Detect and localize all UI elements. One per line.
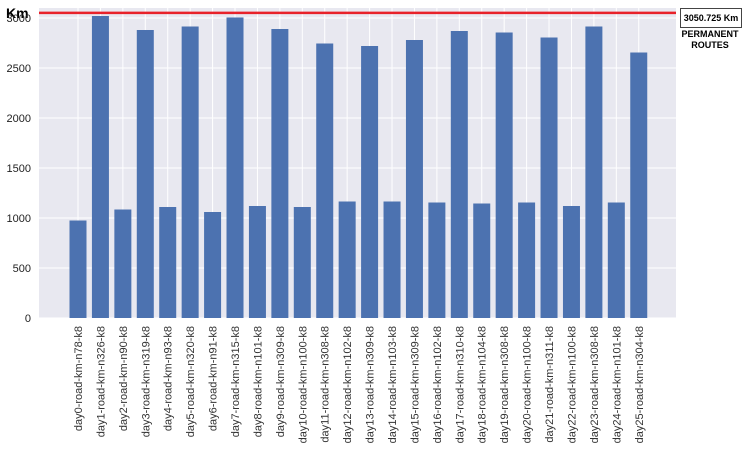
y-tick-label: 500	[13, 263, 31, 275]
x-tick-label: day5-road-km-n320-k8	[185, 326, 197, 437]
x-tick-label: day17-road-km-n310-k8	[454, 326, 466, 443]
bar-day1-road-km-n326-k8	[91, 16, 109, 318]
x-tick-label: day2-road-km-n90-k8	[118, 326, 130, 431]
bar-day4-road-km-n93-k8	[159, 207, 177, 318]
x-tick-label: day21-road-km-n311-k8	[544, 326, 556, 443]
bar-day20-road-km-n100-k8	[518, 202, 536, 318]
x-tick-label: day7-road-km-n315-k8	[230, 326, 242, 437]
y-tick-label: 2000	[7, 113, 31, 125]
y-tick-label: 1000	[7, 213, 31, 225]
x-tick-label: day1-road-km-n326-k8	[95, 326, 107, 437]
plot-background	[39, 8, 676, 318]
bar-day3-road-km-n319-k8	[136, 30, 154, 318]
x-tick-label: day22-road-km-n100-k8	[566, 326, 578, 443]
x-tick-label: day4-road-km-n93-k8	[163, 326, 175, 431]
x-tick-label: day14-road-km-n103-k8	[387, 326, 399, 443]
x-tick-label: day0-road-km-n78-k8	[73, 326, 85, 431]
bar-day9-road-km-n309-k8	[271, 29, 289, 318]
x-tick-label: day20-road-km-n100-k8	[522, 326, 534, 443]
x-tick-label: day18-road-km-n104-k8	[477, 326, 489, 443]
x-tick-label: day16-road-km-n102-k8	[432, 326, 444, 443]
bar-day7-road-km-n315-k8	[226, 17, 244, 318]
bar-day14-road-km-n103-k8	[383, 201, 401, 318]
y-tick-label: 3000	[7, 13, 31, 25]
x-tick-label: day3-road-km-n319-k8	[140, 326, 152, 437]
x-tick-label: day8-road-km-n101-k8	[252, 326, 264, 437]
bar-day23-road-km-n308-k8	[585, 26, 603, 318]
bar-day10-road-km-n100-k8	[293, 207, 311, 318]
bar-day16-road-km-n102-k8	[428, 202, 446, 318]
x-tick-label: day24-road-km-n101-k8	[611, 326, 623, 443]
bar-day15-road-km-n309-k8	[405, 40, 423, 318]
bar-day12-road-km-n102-k8	[338, 201, 356, 318]
bar-day21-road-km-n311-k8	[540, 37, 558, 318]
x-tick-label: day23-road-km-n308-k8	[589, 326, 601, 443]
bar-day13-road-km-n309-k8	[361, 46, 379, 318]
y-tick-label: 2500	[7, 63, 31, 75]
reference-line-value-label: 3050.725 Km	[680, 8, 742, 28]
bar-day6-road-km-n91-k8	[204, 212, 222, 318]
x-tick-label: day6-road-km-n91-k8	[208, 326, 220, 431]
bar-day11-road-km-n308-k8	[316, 43, 334, 318]
bar-day24-road-km-n101-k8	[607, 202, 625, 318]
bar-day19-road-km-n308-k8	[495, 32, 513, 318]
x-tick-label: day19-road-km-n308-k8	[499, 326, 511, 443]
x-tick-label: day11-road-km-n308-k8	[320, 326, 332, 443]
bar-day22-road-km-n100-k8	[562, 206, 580, 318]
x-tick-label: day9-road-km-n309-k8	[275, 326, 287, 437]
y-tick-label: 1500	[7, 163, 31, 175]
x-tick-label: day15-road-km-n309-k8	[409, 326, 421, 443]
bar-day2-road-km-n90-k8	[114, 209, 132, 318]
bar-day0-road-km-n78-k8	[69, 220, 87, 318]
bar-day18-road-km-n104-k8	[473, 203, 491, 318]
bar-day17-road-km-n310-k8	[450, 31, 468, 318]
x-tick-label: day13-road-km-n309-k8	[365, 326, 377, 443]
bar-day8-road-km-n101-k8	[248, 206, 266, 318]
x-tick-label: day12-road-km-n102-k8	[342, 326, 354, 443]
y-tick-label: 0	[25, 313, 31, 325]
x-tick-label: day10-road-km-n100-k8	[297, 326, 309, 443]
reference-line-caption: PERMANENT ROUTES	[681, 29, 739, 50]
bar-day5-road-km-n320-k8	[181, 26, 199, 318]
x-tick-label: day25-road-km-n304-k8	[634, 326, 646, 443]
y-axis-label: Km	[6, 5, 29, 21]
bar-day25-road-km-n304-k8	[630, 52, 648, 318]
